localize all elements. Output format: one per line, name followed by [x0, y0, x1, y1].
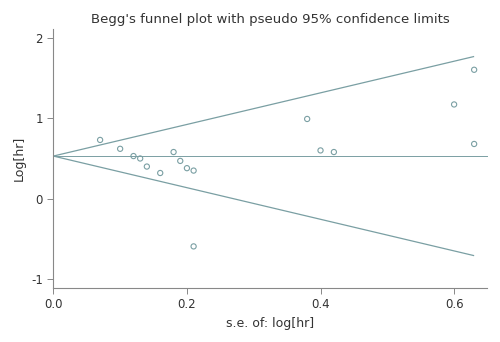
Point — [96, 137, 104, 143]
Point — [116, 146, 124, 152]
Point — [156, 170, 164, 176]
Point — [176, 158, 184, 163]
Point — [316, 148, 324, 153]
Point — [183, 166, 191, 171]
X-axis label: s.e. of: log[hr]: s.e. of: log[hr] — [226, 316, 314, 329]
Y-axis label: Log[hr]: Log[hr] — [12, 136, 26, 181]
Point — [170, 149, 177, 155]
Point — [330, 149, 338, 155]
Point — [130, 153, 138, 159]
Point — [303, 116, 311, 122]
Point — [143, 164, 151, 169]
Point — [190, 244, 198, 249]
Point — [470, 67, 478, 73]
Point — [136, 156, 144, 161]
Point — [470, 141, 478, 147]
Title: Begg's funnel plot with pseudo 95% confidence limits: Begg's funnel plot with pseudo 95% confi… — [91, 13, 450, 26]
Point — [450, 102, 458, 107]
Point — [190, 168, 198, 173]
